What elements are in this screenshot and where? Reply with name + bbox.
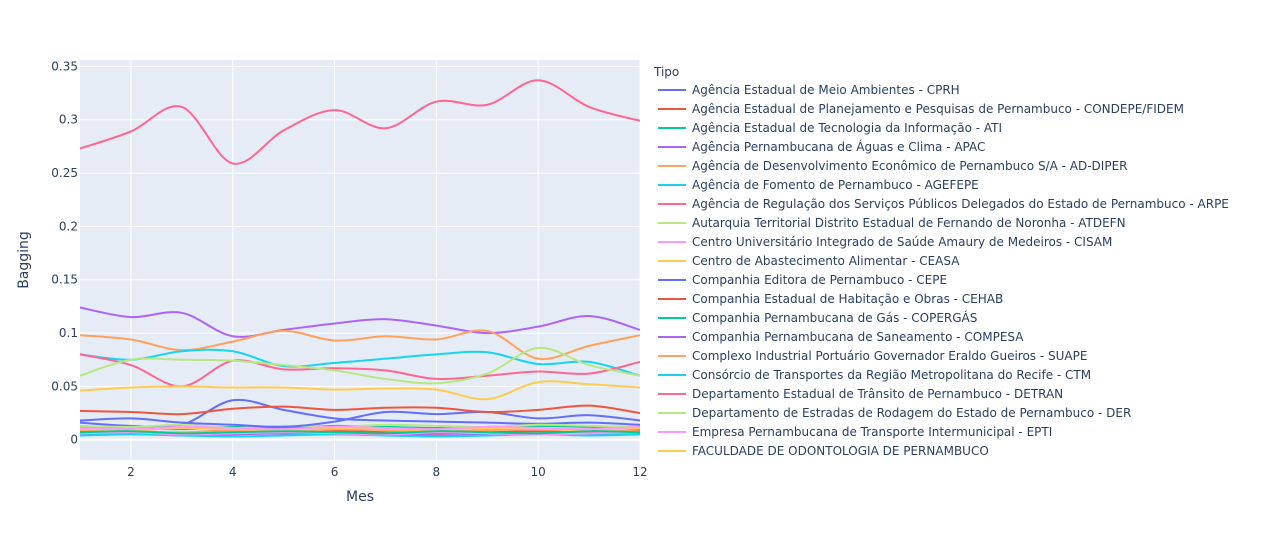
series-line-15[interactable]	[79, 329, 641, 360]
y-tick-label: 0	[70, 433, 78, 447]
legend-title: Tipo	[653, 65, 679, 79]
series-line-14[interactable]	[79, 306, 641, 338]
legend-label: Centro de Abastecimento Alimentar - CEAS…	[692, 254, 960, 268]
series-line-8[interactable]	[79, 423, 641, 430]
x-tick-label: 8	[433, 465, 441, 479]
legend[interactable]: Tipo Agência Estadual de Meio Ambientes …	[653, 65, 1229, 458]
y-tick-label: 0.3	[59, 113, 78, 127]
y-axis-title: Bagging	[16, 231, 32, 289]
x-tick-label: 4	[229, 465, 237, 479]
series-line-9[interactable]	[79, 431, 641, 436]
series-line-11[interactable]	[79, 410, 641, 429]
legend-label: Departamento de Estradas de Rodagem do E…	[692, 406, 1131, 420]
series-line-19[interactable]	[79, 425, 641, 431]
legend-item[interactable]: Centro Universitário Integrado de Saúde …	[658, 235, 1112, 249]
legend-label: Companhia Pernambucana de Gás - COPERGÁS	[692, 310, 977, 325]
legend-label: Agência Estadual de Tecnologia da Inform…	[692, 121, 1002, 135]
series-line-12[interactable]	[79, 404, 641, 416]
legend-label: Agência de Regulação dos Serviços Públic…	[692, 197, 1229, 211]
y-tick-label: 0.25	[51, 166, 78, 180]
legend-label: Agência Estadual de Meio Ambientes - CPR…	[692, 83, 960, 97]
legend-item[interactable]: Autarquia Territorial Distrito Estadual …	[658, 216, 1126, 230]
legend-label: Companhia Estadual de Habitação e Obras …	[692, 292, 1003, 306]
x-tick-labels: 2 4 6 8 10 12	[127, 465, 648, 479]
legend-item[interactable]: Companhia Editora de Pernambuco - CEPE	[658, 273, 947, 287]
legend-label: Departamento Estadual de Trânsito de Per…	[692, 387, 1063, 401]
x-tick-label: 10	[531, 465, 546, 479]
legend-label: Centro Universitário Integrado de Saúde …	[692, 235, 1112, 249]
x-tick-label: 12	[632, 465, 647, 479]
legend-item[interactable]: Complexo Industrial Portuário Governador…	[658, 349, 1087, 363]
legend-item[interactable]: Centro de Abastecimento Alimentar - CEAS…	[658, 254, 960, 268]
legend-item[interactable]: Companhia Pernambucana de Gás - COPERGÁS	[658, 310, 977, 325]
legend-label: Autarquia Territorial Distrito Estadual …	[692, 216, 1126, 230]
legend-label: Complexo Industrial Portuário Governador…	[692, 349, 1087, 363]
legend-item[interactable]: Consórcio de Transportes da Região Metro…	[658, 368, 1091, 382]
y-tick-label: 0.2	[59, 219, 78, 233]
series-line-13[interactable]	[79, 430, 641, 435]
legend-item[interactable]: FACULDADE DE ODONTOLOGIA DE PERNAMBUCO	[658, 444, 989, 458]
legend-label: Companhia Editora de Pernambuco - CEPE	[692, 273, 947, 287]
legend-label: Consórcio de Transportes da Região Metro…	[692, 368, 1091, 382]
legend-label: Companhia Pernambucana de Saneamento - C…	[692, 330, 1024, 344]
series-line-18[interactable]	[79, 346, 641, 385]
series-line-10[interactable]	[79, 426, 641, 432]
legend-label: Empresa Pernambucana de Transporte Inter…	[692, 425, 1052, 439]
series-line-20[interactable]	[79, 380, 641, 401]
y-tick-label: 0.15	[51, 273, 78, 287]
legend-item[interactable]: Departamento de Estradas de Rodagem do E…	[658, 406, 1131, 420]
legend-item[interactable]: Agência de Desenvolvimento Econômico de …	[658, 159, 1128, 173]
series-line-16[interactable]	[79, 348, 641, 377]
legend-item[interactable]: Companhia Estadual de Habitação e Obras …	[658, 292, 1003, 306]
plot-background	[80, 60, 640, 460]
legend-label: FACULDADE DE ODONTOLOGIA DE PERNAMBUCO	[692, 444, 989, 458]
legend-item[interactable]: Agência Estadual de Planejamento e Pesqu…	[658, 102, 1184, 116]
x-tick-label: 6	[331, 465, 339, 479]
legend-item[interactable]: Companhia Pernambucana de Saneamento - C…	[658, 330, 1024, 344]
legend-label: Agência Estadual de Planejamento e Pesqu…	[692, 102, 1184, 116]
legend-label: Agência de Desenvolvimento Econômico de …	[692, 159, 1128, 173]
series-lines	[79, 79, 641, 438]
legend-item[interactable]: Departamento Estadual de Trânsito de Per…	[658, 387, 1063, 401]
series-line-7[interactable]	[79, 79, 641, 165]
legend-item[interactable]: Agência Pernambucana de Águas e Clima - …	[658, 139, 985, 154]
y-tick-label: 0.05	[51, 379, 78, 393]
x-axis-title: Mes	[346, 489, 374, 505]
y-tick-labels: 0 0.05 0.1 0.15 0.2 0.25 0.3 0.35	[51, 59, 78, 446]
legend-item[interactable]: Agência de Regulação dos Serviços Públic…	[658, 197, 1229, 211]
legend-item[interactable]: Empresa Pernambucana de Transporte Inter…	[658, 425, 1052, 439]
legend-label: Agência Pernambucana de Águas e Clima - …	[692, 139, 985, 154]
legend-item[interactable]: Agência Estadual de Tecnologia da Inform…	[658, 121, 1002, 135]
legend-label: Agência de Fomento de Pernambuco - AGEFE…	[692, 178, 979, 192]
legend-item[interactable]: Agência Estadual de Meio Ambientes - CPR…	[658, 83, 960, 97]
y-tick-label: 0.35	[51, 59, 78, 73]
y-tick-label: 0.1	[59, 326, 78, 340]
x-tick-label: 2	[127, 465, 135, 479]
legend-item[interactable]: Agência de Fomento de Pernambuco - AGEFE…	[658, 178, 979, 192]
